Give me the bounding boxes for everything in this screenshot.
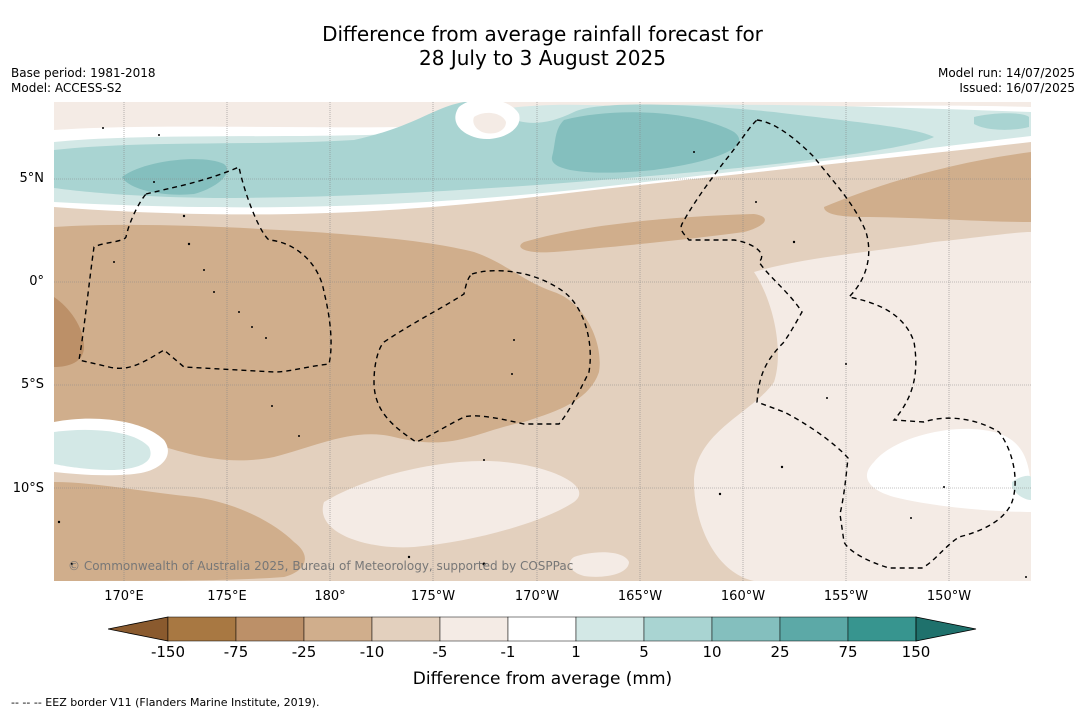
colorbar-segment xyxy=(847,616,917,642)
lat-label-10s: 10°S xyxy=(12,481,44,496)
map-title-line2: 28 July to 3 August 2025 xyxy=(419,46,666,70)
cb-tick: 25 xyxy=(770,643,790,661)
lat-label-0: 0° xyxy=(29,274,44,289)
colorbar-segment xyxy=(575,616,645,642)
colorbar-segment xyxy=(711,616,781,642)
region-north-25-west xyxy=(122,159,228,195)
colorbar-extend-low xyxy=(108,616,169,642)
cb-tick: -75 xyxy=(223,643,249,661)
cb-tick: 1 xyxy=(571,643,581,661)
region-southwest-5 xyxy=(54,429,151,470)
meta-right: Model run: 14/07/2025 Issued: 16/07/2025 xyxy=(938,66,1075,96)
base-period: Base period: 1981-2018 xyxy=(11,66,156,80)
colorbar-segment xyxy=(303,616,373,642)
map-title: Difference from average rainfall forecas… xyxy=(0,22,1085,70)
lon-label-150w: 150°W xyxy=(926,589,972,604)
cb-tick: 75 xyxy=(838,643,858,661)
lon-label-175w: 175°W xyxy=(410,589,456,604)
colorbar-segment xyxy=(235,616,305,642)
lon-label-170w: 170°W xyxy=(514,589,560,604)
region-north-light-blob xyxy=(473,112,506,134)
region-southeast-5 xyxy=(1012,475,1031,500)
region-south-light-blob xyxy=(569,552,629,577)
model-name: Model: ACCESS-S2 xyxy=(11,81,123,95)
eez-border-west xyxy=(78,166,332,373)
lon-label-175e: 175°E xyxy=(207,589,247,604)
map-title-line1: Difference from average rainfall forecas… xyxy=(322,22,763,46)
lon-label-170e: 170°E xyxy=(104,589,144,604)
lon-label-155w: 155°W xyxy=(823,589,869,604)
lat-label-5s: 5°S xyxy=(20,377,44,392)
model-run: Model run: 14/07/2025 xyxy=(937,66,1075,80)
colorbar-segment xyxy=(643,616,713,642)
lat-label-5n: 5°N xyxy=(19,171,45,186)
region-west-very-dry xyxy=(54,297,84,367)
lon-label-180: 180° xyxy=(314,589,346,604)
rainfall-map xyxy=(54,102,1031,581)
lon-label-160w: 160°W xyxy=(720,589,766,604)
colorbar-extend-high xyxy=(915,616,977,642)
cb-tick: -1 xyxy=(500,643,516,661)
colorbar-segment xyxy=(507,616,577,642)
colorbar-segment xyxy=(371,616,441,642)
lon-label-165w: 165°W xyxy=(617,589,663,604)
eez-border-central xyxy=(373,269,591,443)
cb-tick: 10 xyxy=(702,643,722,661)
region-southwest-dry xyxy=(54,482,305,581)
colorbar-label: Difference from average (mm) xyxy=(412,669,673,689)
region-south-light xyxy=(322,461,580,548)
cb-tick: 5 xyxy=(639,643,649,661)
colorbar xyxy=(108,616,977,642)
colorbar-segment xyxy=(779,616,849,642)
eez-legend-note: -- -- -- EEZ border V11 (Flanders Marine… xyxy=(11,696,320,709)
meta-left: Base period: 1981-2018 Model: ACCESS-S2 xyxy=(11,66,156,96)
cb-tick: -150 xyxy=(150,643,186,661)
cb-tick: 150 xyxy=(901,643,931,661)
cb-tick: -5 xyxy=(432,643,448,661)
region-northeast-5-blob xyxy=(974,113,1029,130)
region-main-dry xyxy=(54,224,600,461)
issued-date: Issued: 16/07/2025 xyxy=(959,81,1075,95)
colorbar-segment xyxy=(439,616,509,642)
cb-tick: -25 xyxy=(291,643,317,661)
copyright-text: © Commonwealth of Australia 2025, Bureau… xyxy=(68,559,574,573)
region-north-25-east xyxy=(551,112,740,173)
cb-tick: -10 xyxy=(359,643,385,661)
colorbar-segment xyxy=(167,616,237,642)
region-east-dry-strip xyxy=(520,214,765,253)
region-east-dry xyxy=(824,152,1031,222)
